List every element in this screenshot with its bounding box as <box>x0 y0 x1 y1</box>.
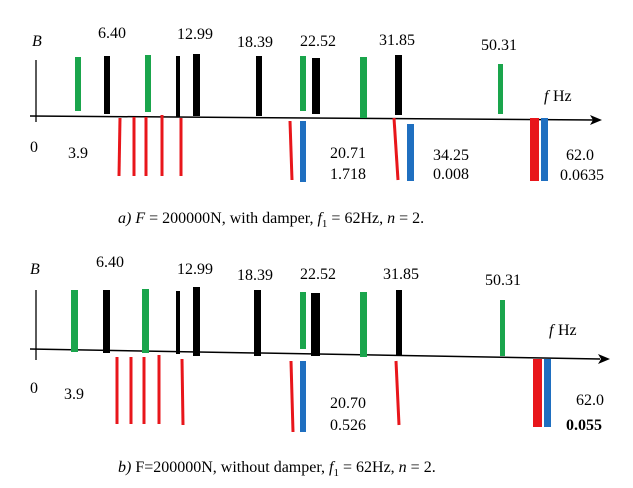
panel-a-bar-black <box>256 56 262 116</box>
panel-a-bar-black <box>193 54 200 116</box>
panel-b-bottom-label: 62.0 <box>576 392 604 409</box>
panel-a-top-label: 31.85 <box>379 32 415 49</box>
panel-b-x-label-var: f <box>549 322 556 339</box>
panel-b-bar-red <box>533 359 542 427</box>
panel-b-bar-black <box>176 291 180 354</box>
panel-b-line-red <box>180 358 185 426</box>
panel-b-origin-label: 0 <box>30 380 38 397</box>
panel-b-bar-black <box>396 290 402 356</box>
panel-b-line-red <box>394 360 401 426</box>
panel-b-bar-green <box>71 290 78 352</box>
panel-b-y-label: B <box>30 261 40 278</box>
panel-a-x-arrowhead <box>590 115 602 125</box>
panel-b-bottom-label: 3.9 <box>64 386 84 403</box>
panel-a-bar-green <box>75 57 81 111</box>
panel-b-top-label: 50.31 <box>485 272 521 289</box>
panel-a-bar-blue <box>407 124 414 181</box>
panel-a-line-red <box>392 117 400 181</box>
panel-b-top-label: 6.40 <box>96 254 124 271</box>
panel-a-bar-green <box>300 56 306 111</box>
panel-a-top-label: 22.52 <box>300 33 336 50</box>
panel-b-bar-black <box>193 287 200 356</box>
panel-a-x-axis <box>29 115 596 121</box>
panel-a-y-label: B <box>32 33 42 50</box>
panel-b-caption: b) F=200000N, without damper, f1 = 62Hz,… <box>118 459 436 479</box>
panel-a-bottom-label: 0.008 <box>433 166 469 183</box>
panel-a-bar-black <box>176 56 180 117</box>
panel-a-bottom-label: 34.25 <box>433 147 469 164</box>
panel-b-bar-green <box>500 300 505 356</box>
panel-a-x-label-unit: Hz <box>553 88 572 105</box>
panel-a-bar-blue <box>541 118 548 181</box>
panel-b-x-label-unit: Hz <box>558 322 577 339</box>
panel-b-bottom-label: 0.526 <box>330 417 366 434</box>
panel-a-top-label: 50.31 <box>481 37 517 54</box>
panel-b-top-label: 18.39 <box>237 267 273 284</box>
panel-a-caption: a) F = 200000N, with damper, f1 = 62Hz, … <box>118 210 424 230</box>
panel-a-x-label-var: f <box>544 88 551 105</box>
panel-b-bar-black <box>254 290 261 356</box>
panel-a-bottom-label: 3.9 <box>68 145 88 162</box>
panel-a-top-label: 12.99 <box>177 26 213 43</box>
panel-a-bar-green <box>145 55 151 112</box>
panel-b: B f Hz 0 6.40 12.99 18.39 22.52 31.85 50 <box>29 254 610 479</box>
panel-a-bar-black <box>312 58 320 114</box>
panel-a-bar-blue <box>300 121 306 182</box>
panel-a-bar-black <box>395 55 402 115</box>
panel-b-bar-green <box>360 292 367 357</box>
panel-b-bar-green <box>142 289 149 353</box>
panel-a-bar-red <box>530 118 539 181</box>
panel-a-line-red <box>288 120 294 181</box>
panel-b-bar-blue <box>544 359 551 427</box>
panel-a-top-label: 18.39 <box>237 34 273 51</box>
panel-b-bar-black <box>311 293 320 356</box>
panel-b-top-label: 31.85 <box>383 266 419 283</box>
panel-b-bottom-label: 20.70 <box>330 395 366 412</box>
panel-a-bottom-label: 62.0 <box>566 147 594 164</box>
panel-a-top-label: 6.40 <box>98 25 126 42</box>
panel-a-origin-label: 0 <box>30 139 38 156</box>
panel-b-line-red <box>289 360 295 433</box>
panel-a-bottom-label: 0.0635 <box>560 167 604 184</box>
panel-a-bottom-label: 20.71 <box>330 145 366 162</box>
panel-b-bar-black <box>103 290 110 353</box>
panel-b-top-label: 12.99 <box>177 261 213 278</box>
panel-a-bottom-label: 1.718 <box>330 166 366 183</box>
panel-b-x-arrowhead <box>598 354 610 364</box>
panel-a-bar-black <box>104 56 110 114</box>
panel-a-bar-green <box>498 64 503 114</box>
panel-a-bar-green <box>360 57 367 118</box>
panel-b-bar-green <box>300 292 306 349</box>
panel-b-bar-blue <box>300 361 306 432</box>
panel-b-top-label: 22.52 <box>300 266 336 283</box>
panel-a-line-red <box>117 117 122 177</box>
panel-a: B f Hz 0 6.40 12.99 18.39 22.52 31.85 <box>29 25 604 230</box>
panel-b-bottom-label: 0.055 <box>566 417 602 434</box>
